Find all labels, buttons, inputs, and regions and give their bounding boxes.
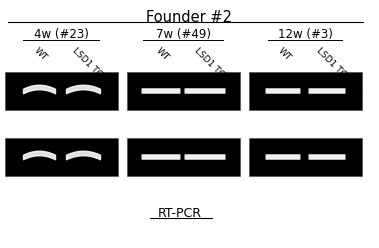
FancyBboxPatch shape xyxy=(185,154,226,160)
Bar xyxy=(249,138,362,176)
FancyBboxPatch shape xyxy=(266,88,301,94)
Text: WT: WT xyxy=(155,46,171,62)
Text: 7w (#49): 7w (#49) xyxy=(155,28,210,41)
Text: 12w (#3): 12w (#3) xyxy=(277,28,332,41)
Text: 18s: 18s xyxy=(332,151,354,163)
Bar xyxy=(127,72,240,110)
FancyBboxPatch shape xyxy=(309,154,346,160)
Text: WT: WT xyxy=(33,46,49,62)
Bar xyxy=(249,72,362,110)
Text: LSD1: LSD1 xyxy=(332,85,365,97)
Text: WT: WT xyxy=(277,46,293,62)
Text: LSD1 TG: LSD1 TG xyxy=(193,46,226,80)
Bar xyxy=(5,138,118,176)
FancyBboxPatch shape xyxy=(266,154,301,160)
Bar xyxy=(5,72,118,110)
Bar xyxy=(127,138,240,176)
FancyBboxPatch shape xyxy=(141,88,180,94)
Text: Founder #2: Founder #2 xyxy=(147,10,232,25)
FancyBboxPatch shape xyxy=(141,154,180,160)
Text: LSD1 TG: LSD1 TG xyxy=(315,46,348,80)
Text: LSD1 TG: LSD1 TG xyxy=(70,46,104,80)
FancyBboxPatch shape xyxy=(185,88,226,94)
Text: RT-PCR: RT-PCR xyxy=(158,207,202,220)
Text: 4w (#23): 4w (#23) xyxy=(34,28,88,41)
FancyBboxPatch shape xyxy=(309,88,346,94)
